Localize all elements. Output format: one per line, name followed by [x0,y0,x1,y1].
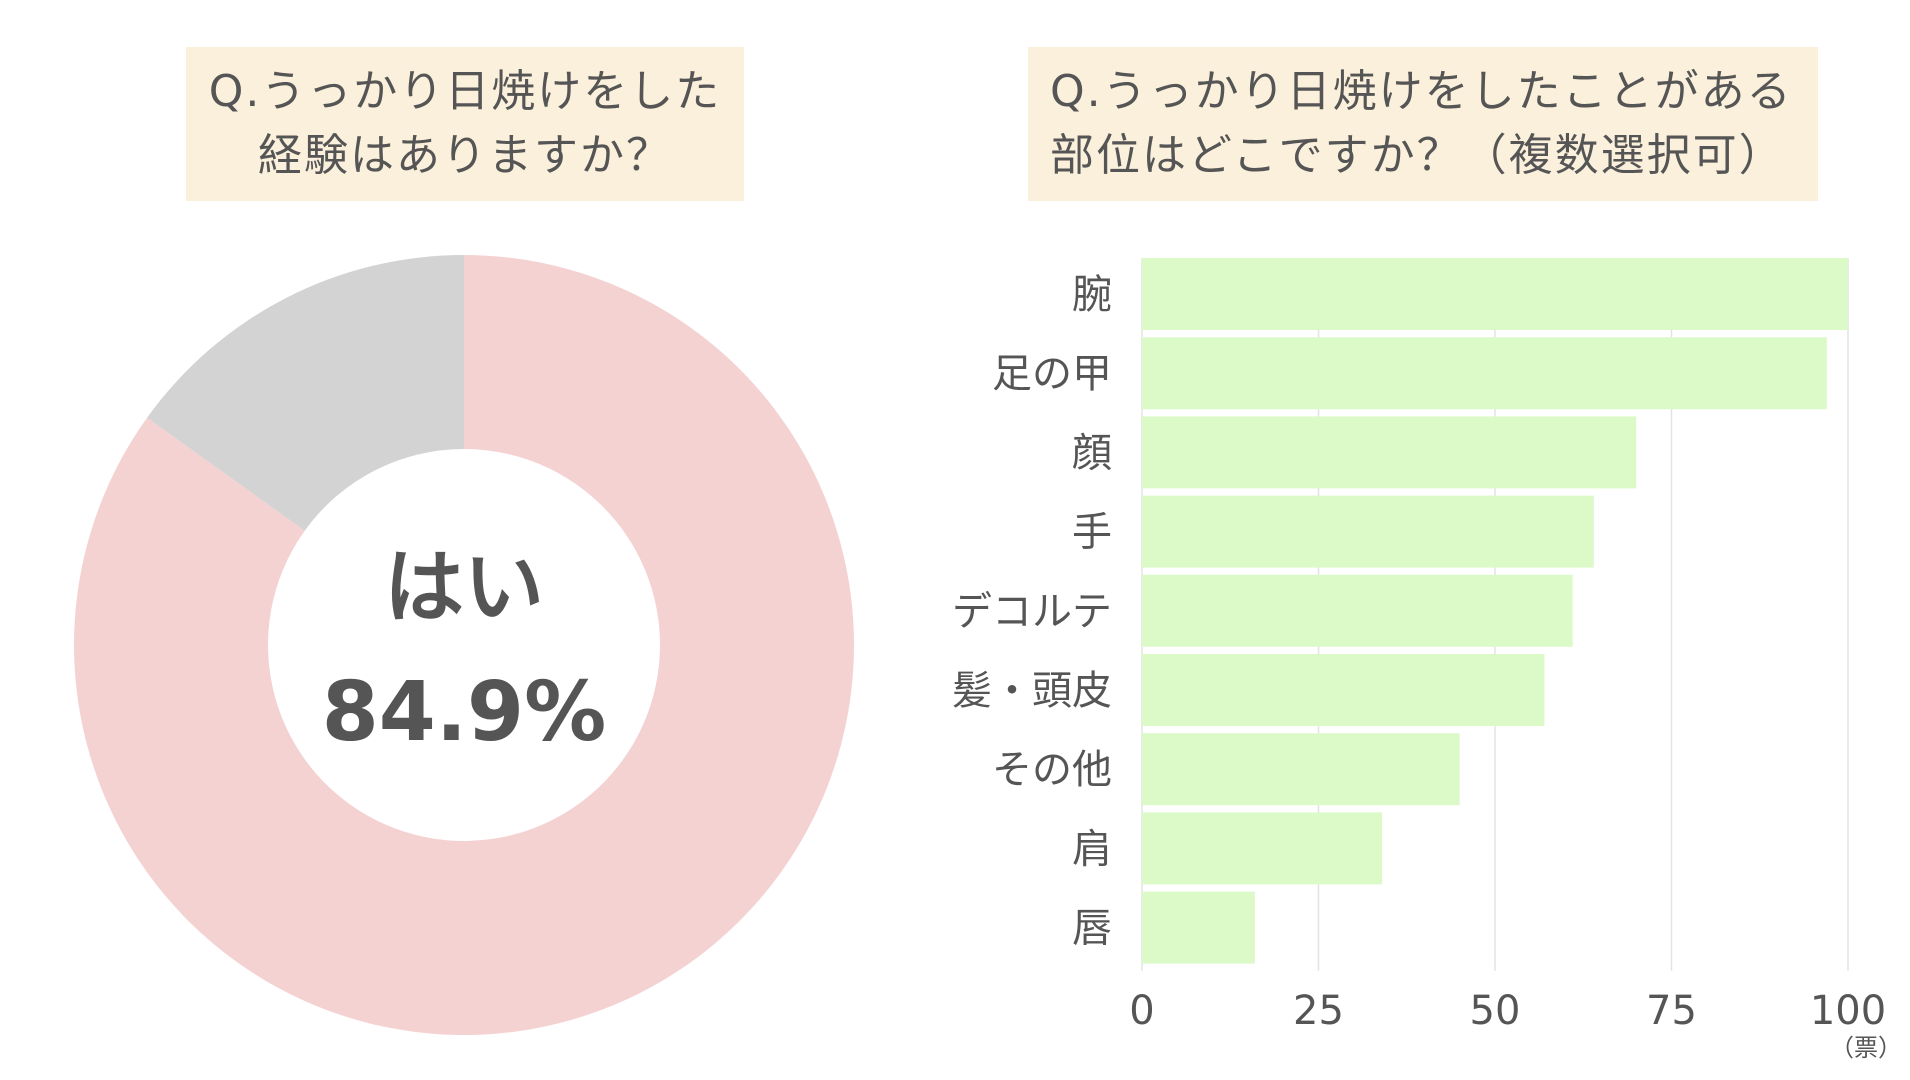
category-label: 肩 [1072,826,1112,872]
donut-slice-yes [73,255,854,1035]
bar-title-line2: 部位はどこですか？（複数選択可） [1050,130,1785,181]
category-label: 腕 [1072,272,1112,318]
x-tick-label: 75 [1646,988,1697,1034]
category-label: 顔 [1072,430,1112,476]
category-label: 手 [1072,510,1112,556]
category-label: 足の甲 [992,351,1112,397]
category-label: 髪・頭皮 [952,668,1112,714]
bar-8 [1142,891,1255,964]
bar-6 [1142,733,1460,806]
bar-axis-unit: （票） [1830,1034,1902,1062]
donut-chart [73,255,854,1035]
donut-center-label: はい [384,541,544,634]
category-label: 唇 [1072,906,1112,952]
x-tick-label: 50 [1470,988,1521,1034]
bar-7 [1142,812,1383,885]
bar-2 [1142,416,1637,489]
bar-title-line1: Q.うっかり日焼けをしたことがある [1050,66,1793,117]
category-label: その他 [992,747,1112,793]
bar-1 [1142,337,1827,410]
bar-chart-title: Q.うっかり日焼けをしたことがある 部位はどこですか？（複数選択可） [1028,47,1818,201]
x-tick-label: 25 [1293,988,1344,1034]
x-tick-label: 100 [1810,988,1886,1034]
donut-center-value: 84.9% [322,665,606,760]
pie-chart-title: Q.うっかり日焼けをした 経験はありますか？ [186,47,744,201]
category-label: デコルテ [952,589,1112,635]
bar-3 [1142,495,1594,568]
bar-axis-ticks: 0 25 50 75 100 [1129,988,1886,1034]
bar-0 [1142,258,1848,330]
pie-title-line2: 経験はありますか？ [258,130,672,181]
pie-title-line1: Q.うっかり日焼けをした [208,66,722,117]
donut-slice-no [147,255,465,531]
bar-4 [1142,574,1573,647]
x-tick-label: 0 [1129,988,1154,1034]
bar-chart [1142,258,1848,964]
bar-5 [1142,654,1545,726]
